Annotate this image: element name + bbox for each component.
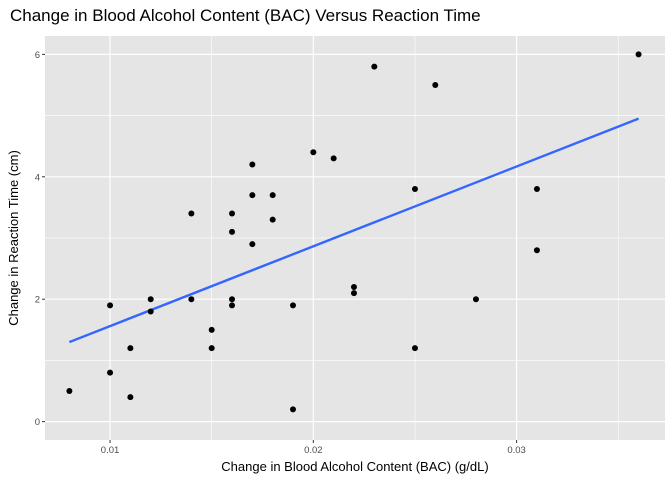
data-point <box>472 296 479 303</box>
y-tick-label: 0 <box>35 417 40 428</box>
data-point <box>310 149 317 156</box>
y-tick-label: 6 <box>35 50 40 61</box>
data-point <box>290 302 296 309</box>
data-point <box>107 369 114 376</box>
data-point <box>330 155 337 162</box>
data-point <box>432 81 439 88</box>
data-point <box>208 326 215 333</box>
data-point <box>229 296 236 303</box>
data-point <box>350 283 357 290</box>
x-tick-label: 0.03 <box>507 445 526 456</box>
data-point <box>635 51 642 58</box>
x-axis: 0.01 0.02 0.03 <box>101 440 526 456</box>
data-point <box>411 186 418 193</box>
data-point <box>188 296 195 303</box>
data-point <box>147 308 154 315</box>
data-point <box>229 302 236 309</box>
data-point <box>350 290 357 297</box>
trend-line <box>68 117 640 344</box>
data-point <box>208 345 215 352</box>
data-points <box>66 51 642 413</box>
data-point <box>229 228 236 235</box>
x-axis-title: Change in Blood Alcohol Content (BAC) (g… <box>221 459 488 474</box>
data-point <box>290 406 296 413</box>
data-point <box>249 161 256 168</box>
chart-title: Change in Blood Alcohol Content (BAC) Ve… <box>10 6 481 25</box>
y-axis: 0 2 4 6 <box>35 50 45 428</box>
data-point <box>371 63 378 70</box>
x-tick-label: 0.01 <box>101 445 120 456</box>
data-point <box>533 186 540 193</box>
data-point <box>66 388 73 395</box>
data-point <box>249 241 256 248</box>
data-point <box>127 394 134 401</box>
y-axis-title: Change in Reaction Time (cm) <box>6 150 21 326</box>
data-point <box>147 296 154 303</box>
data-point <box>249 192 256 199</box>
data-point <box>269 216 276 223</box>
data-point <box>107 302 114 309</box>
data-point <box>229 210 236 217</box>
data-point <box>411 345 418 352</box>
data-point <box>188 210 195 217</box>
data-point <box>127 345 134 352</box>
data-point <box>533 247 540 254</box>
y-tick-label: 2 <box>35 295 40 306</box>
data-point <box>269 192 276 199</box>
y-tick-label: 4 <box>35 172 40 183</box>
minor-gridlines <box>45 36 665 440</box>
x-tick-label: 0.02 <box>304 445 323 456</box>
